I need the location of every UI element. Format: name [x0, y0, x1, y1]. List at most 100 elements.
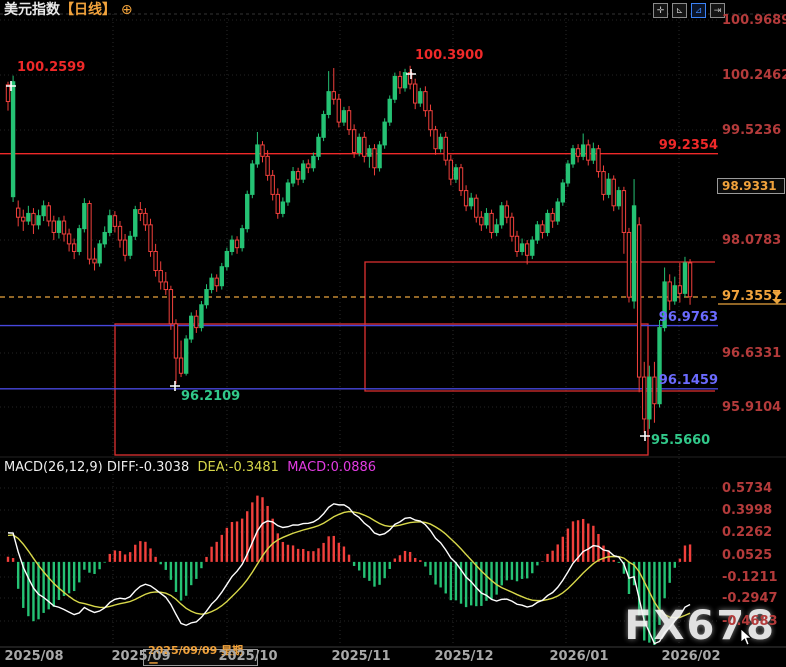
- candle: [545, 212, 550, 233]
- candle: [138, 209, 143, 214]
- extreme-label: 96.2109: [181, 389, 241, 404]
- current-price-label: 97.3557: [722, 289, 782, 304]
- candle: [611, 178, 616, 207]
- macd-legend: MACD(26,12,9) DIFF:-0.3038 DEA:-0.3481 M…: [4, 461, 376, 474]
- candle: [428, 110, 433, 131]
- candle: [596, 148, 601, 173]
- candle: [224, 250, 230, 268]
- candle: [504, 205, 510, 218]
- candle: [219, 266, 224, 287]
- candle: [36, 215, 41, 226]
- candle: [682, 262, 688, 294]
- candle: [397, 75, 403, 89]
- candle: [555, 201, 560, 222]
- candle: [448, 159, 454, 180]
- candle: [61, 220, 67, 235]
- candle: [250, 163, 255, 195]
- toolbar-exit-fullscreen-button[interactable]: ⇥: [710, 3, 725, 18]
- candle: [245, 193, 250, 230]
- candle: [672, 285, 677, 302]
- macd-axis-label: 0.0525: [722, 548, 773, 563]
- candle: [46, 205, 51, 222]
- candle: [127, 235, 133, 256]
- candle: [565, 163, 571, 184]
- candle: [372, 148, 377, 169]
- dea-line: [7, 510, 691, 619]
- candle: [530, 239, 535, 256]
- candle: [642, 376, 647, 420]
- candle: [346, 110, 352, 131]
- candle: [229, 239, 235, 252]
- toolbar-axis-scale-button[interactable]: ⊾: [672, 3, 687, 18]
- candle: [66, 233, 72, 245]
- candle: [351, 129, 357, 154]
- candle: [183, 338, 189, 374]
- x-axis-label: 2025/12: [434, 649, 494, 664]
- candle: [341, 110, 347, 123]
- candle: [519, 243, 525, 252]
- price-axis-label: 95.9104: [722, 400, 782, 415]
- candle: [468, 197, 474, 207]
- macd-axis-label: -0.4683: [722, 614, 778, 629]
- candle: [280, 201, 286, 214]
- candle: [575, 148, 581, 157]
- candle: [631, 205, 637, 302]
- candle: [321, 113, 326, 138]
- candle: [463, 190, 469, 207]
- candle: [133, 209, 138, 237]
- add-indicator-icon[interactable]: ⊕: [120, 2, 133, 18]
- candle: [474, 197, 479, 218]
- candle: [484, 212, 489, 226]
- candle: [178, 357, 184, 374]
- candle: [234, 239, 240, 249]
- candle: [15, 207, 21, 218]
- toolbar-auto-scale-button[interactable]: ⊿: [691, 3, 706, 18]
- price-axis-label: 100.2462: [722, 68, 786, 83]
- candle: [306, 163, 311, 169]
- x-axis-label: 2025/09: [111, 649, 171, 664]
- candle: [10, 81, 16, 198]
- candle: [433, 129, 438, 150]
- macd-axis-label: -0.2947: [722, 591, 778, 606]
- candle: [413, 83, 418, 104]
- period-label: 【日线】: [60, 2, 116, 18]
- watermark: FX678: [624, 603, 776, 649]
- candle: [499, 205, 504, 226]
- candle: [290, 171, 296, 184]
- candle: [31, 212, 36, 226]
- candle: [311, 155, 316, 169]
- price-axis-label: 100.9689: [722, 13, 786, 28]
- extreme-label: 100.2599: [17, 60, 86, 75]
- macd-diff-value: DIFF:-0.3038: [106, 460, 190, 475]
- candle: [616, 190, 621, 207]
- chart-toolbar: ✛ ⊾ ⊿ ⇥: [653, 3, 725, 18]
- candle: [418, 91, 423, 104]
- candle: [382, 121, 387, 146]
- macd-macd-value: MACD:0.0886: [287, 460, 377, 475]
- price-axis-label: 99.5236: [722, 123, 782, 138]
- candle: [56, 220, 62, 233]
- crosshair-date-label: 2025/09/09 星期二: [143, 644, 258, 667]
- candle: [41, 205, 46, 217]
- candle: [107, 215, 112, 233]
- candle: [458, 167, 464, 192]
- x-axis-label: 2026/01: [549, 649, 609, 664]
- candle: [285, 182, 291, 203]
- candle: [392, 75, 398, 100]
- candle: [540, 224, 545, 233]
- scroll-to-price-icon: [772, 292, 782, 304]
- candle: [214, 277, 219, 287]
- candle: [509, 216, 515, 237]
- macd-dea-value: DEA:-0.3481: [197, 460, 279, 475]
- candle: [301, 163, 306, 180]
- candle: [606, 178, 611, 195]
- candle: [265, 155, 270, 176]
- toolbar-move-crosshair-button[interactable]: ✛: [653, 3, 668, 18]
- candle: [158, 270, 163, 283]
- candle: [260, 144, 265, 157]
- macd-axis-label: -0.1211: [722, 570, 778, 585]
- extreme-label: 100.3900: [415, 48, 484, 63]
- candle: [326, 91, 331, 115]
- candle: [316, 136, 321, 157]
